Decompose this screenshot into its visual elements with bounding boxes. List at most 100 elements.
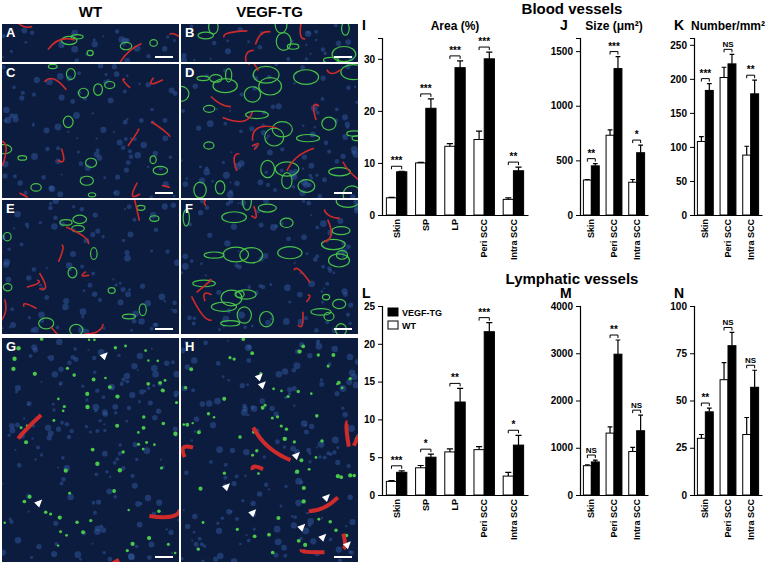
y-tick-mark xyxy=(378,382,382,383)
nucleus xyxy=(249,126,254,131)
nucleus xyxy=(235,517,239,521)
stained-cell xyxy=(327,365,330,368)
nucleus xyxy=(79,558,82,561)
stained-cell xyxy=(57,544,59,546)
nucleus xyxy=(185,364,191,370)
nucleus xyxy=(309,424,314,429)
nucleus xyxy=(199,165,202,168)
blood-vessel xyxy=(347,131,358,136)
arrowhead xyxy=(100,352,108,360)
stained-cell xyxy=(184,386,187,389)
nucleus xyxy=(85,398,89,402)
nucleus xyxy=(182,263,189,270)
blood-vessel xyxy=(31,184,41,192)
stained-cell xyxy=(91,448,95,452)
bar xyxy=(397,472,407,495)
nucleus xyxy=(94,472,98,476)
bar xyxy=(484,332,494,495)
blood-vessel xyxy=(150,40,158,47)
bar-chart: L0510152025SkinSPLPPeri SCCIntra SCC****… xyxy=(362,285,529,540)
blood-vessel xyxy=(282,173,292,189)
nucleus xyxy=(194,416,200,422)
nucleus xyxy=(95,228,100,233)
nucleus xyxy=(128,149,132,153)
nucleus xyxy=(226,509,232,515)
nucleus xyxy=(216,528,222,534)
x-tick: Skin xyxy=(700,215,710,238)
nucleus xyxy=(348,425,355,432)
nucleus xyxy=(245,344,252,351)
nucleus xyxy=(56,325,60,329)
nucleus xyxy=(135,545,139,549)
panel-label: B xyxy=(185,25,194,40)
significance-label: ** xyxy=(747,64,755,75)
nucleus xyxy=(114,283,117,286)
nucleus xyxy=(258,284,262,288)
nucleus xyxy=(171,203,176,208)
significance-bracket xyxy=(724,49,732,52)
nucleus xyxy=(40,381,42,383)
bar xyxy=(474,450,484,495)
nucleus xyxy=(162,203,168,209)
error-bar xyxy=(722,67,727,77)
nucleus xyxy=(169,155,172,158)
stained-cell xyxy=(271,551,275,555)
stained-cell xyxy=(146,382,150,386)
nucleus xyxy=(274,64,278,66)
nucleus xyxy=(275,538,282,545)
stained-cell xyxy=(175,401,178,404)
stained-cell xyxy=(213,416,216,419)
legend-swatch xyxy=(388,308,398,316)
error-bar xyxy=(428,454,434,457)
nucleus xyxy=(52,371,58,377)
significance-label: NS xyxy=(631,401,643,410)
stained-cell xyxy=(66,367,69,370)
nucleus xyxy=(243,325,247,329)
nucleus xyxy=(150,108,154,112)
stained-cell xyxy=(303,543,307,547)
nucleus xyxy=(2,549,6,555)
nucleus xyxy=(351,146,358,153)
nucleus xyxy=(117,140,123,146)
bar xyxy=(637,153,645,215)
stained-cell xyxy=(44,511,48,515)
nucleus xyxy=(125,291,131,297)
stained-cell xyxy=(158,381,162,385)
significance-label: ** xyxy=(510,151,518,162)
micrograph xyxy=(2,64,179,198)
nucleus xyxy=(177,519,179,522)
nucleus xyxy=(194,542,199,547)
nucleus xyxy=(329,452,333,456)
error-bar xyxy=(388,480,394,482)
bar xyxy=(445,146,455,215)
error-bar xyxy=(418,162,424,164)
nucleus xyxy=(130,329,133,332)
nucleus xyxy=(103,411,109,417)
nucleus xyxy=(181,159,183,162)
blood-vessel xyxy=(105,82,115,89)
arrowhead xyxy=(297,524,305,532)
lymphatic-vessel xyxy=(306,295,309,302)
nucleus xyxy=(103,176,106,179)
x-axis-line xyxy=(581,495,649,496)
nucleus xyxy=(346,86,350,90)
stained-cell xyxy=(161,389,165,393)
stained-cell xyxy=(23,500,27,504)
y-tick: 100 xyxy=(670,142,694,153)
lymphatic-vessel xyxy=(324,209,339,218)
bar xyxy=(513,445,523,495)
nucleus xyxy=(153,322,158,327)
stained-cell xyxy=(295,469,299,473)
stained-cell xyxy=(68,492,71,495)
significance-label: *** xyxy=(478,307,490,318)
significance-label: *** xyxy=(391,155,403,166)
nucleus xyxy=(315,254,319,258)
nucleus xyxy=(342,255,345,258)
bar-chart: M01000200030004000SkinPeri SCCIntra SCCN… xyxy=(551,285,649,540)
plot-area xyxy=(583,57,644,215)
nucleus xyxy=(140,284,145,289)
y-tick-mark xyxy=(690,306,694,307)
nucleus xyxy=(355,359,358,365)
nucleus xyxy=(156,409,161,414)
nucleus xyxy=(96,499,101,504)
